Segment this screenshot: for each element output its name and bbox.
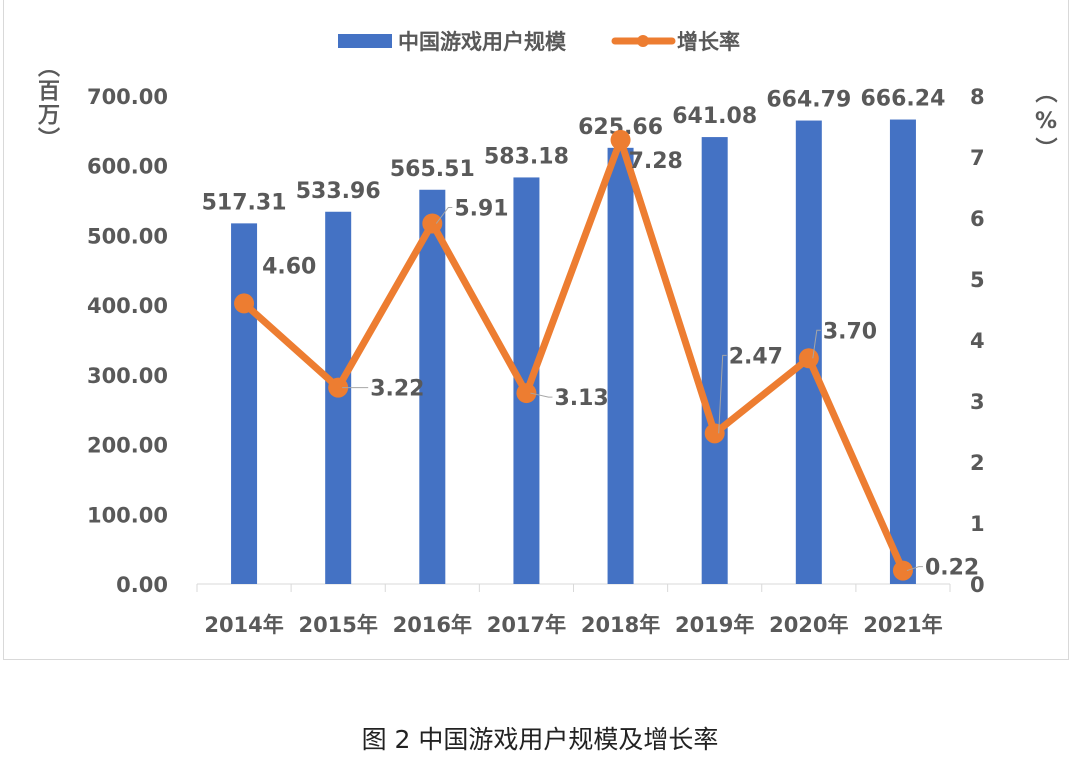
- growth-rate-point: [234, 293, 255, 314]
- right-axis-tick-label: 1: [970, 512, 985, 536]
- data-label-leader-line: [530, 392, 553, 398]
- left-axis-tick-label: 300.00: [87, 364, 168, 388]
- right-axis-title-char: ）: [1032, 137, 1057, 159]
- data-label-leader-line: [435, 206, 453, 224]
- bar-data-label: 565.51: [390, 157, 475, 182]
- bar: [701, 137, 728, 584]
- legend-line-marker: [637, 35, 649, 47]
- left-axis-tick-label: 500.00: [87, 224, 168, 248]
- line-data-label: 4.60: [262, 254, 316, 279]
- line-data-label: 3.70: [823, 319, 877, 344]
- growth-rate-point: [892, 560, 913, 581]
- x-axis-tick-label: 2018年: [581, 613, 660, 637]
- right-axis-title-char: %: [1035, 109, 1057, 134]
- bar-data-label: 517.31: [202, 190, 287, 215]
- left-axis-tick-label: 700.00: [87, 85, 168, 109]
- bar: [325, 211, 352, 584]
- right-axis-tick-label: 8: [970, 85, 985, 109]
- data-label-leader-line: [718, 354, 727, 434]
- growth-rate-point: [422, 213, 443, 234]
- right-axis-title-char: （: [1032, 81, 1057, 103]
- line-data-label: 3.13: [554, 386, 608, 411]
- bar-data-label: 664.79: [766, 88, 851, 113]
- growth-rate-point: [610, 129, 631, 150]
- data-label-leader-line: [812, 329, 821, 359]
- left-axis-tick-label: 600.00: [87, 155, 168, 179]
- bar-data-label: 641.08: [672, 104, 757, 129]
- line-data-label: 3.22: [370, 377, 424, 402]
- right-axis-tick-label: 2: [970, 451, 985, 475]
- bar: [419, 189, 446, 585]
- right-axis-tick-label: 6: [970, 207, 985, 231]
- right-axis-tick-label: 4: [970, 329, 985, 353]
- bar-data-label: 666.24: [860, 87, 945, 112]
- right-axis-tick-label: 3: [970, 390, 985, 414]
- line-data-label: 5.91: [454, 196, 508, 221]
- left-axis-tick-label: 100.00: [87, 503, 168, 527]
- left-axis-tick-label: 400.00: [87, 294, 168, 318]
- right-axis-tick-label: 0: [970, 573, 985, 597]
- bar-data-label: 533.96: [296, 179, 381, 204]
- bar-data-label: 583.18: [484, 144, 569, 169]
- left-axis-tick-label: 0.00: [116, 573, 168, 597]
- left-axis-title: （百万）: [34, 55, 59, 151]
- growth-rate-point: [516, 383, 537, 404]
- right-axis-tick-label: 5: [970, 268, 985, 292]
- bar: [231, 223, 258, 584]
- bar: [889, 119, 916, 584]
- x-axis-tick-label: 2016年: [393, 613, 472, 637]
- line-data-label: 0.22: [925, 556, 979, 581]
- growth-rate-point: [798, 348, 819, 369]
- x-axis-tick-label: 2015年: [298, 613, 377, 637]
- x-axis-tick-label: 2021年: [863, 613, 942, 637]
- x-axis-tick-label: 2014年: [204, 613, 283, 637]
- bar: [607, 147, 634, 584]
- growth-rate-point: [328, 377, 349, 398]
- growth-rate-line: [241, 136, 907, 572]
- x-axis-tick-label: 2019年: [675, 613, 754, 637]
- combo-chart: 0.00 100.00 200.00 300.00 400.00 500.00 600.00…: [87, 30, 1057, 637]
- growth-rate-point: [704, 423, 725, 444]
- line-data-label: 2.47: [729, 344, 783, 369]
- right-axis-tick-label: 7: [970, 146, 985, 170]
- chart-frame: [3, 0, 1069, 660]
- left-axis-tick-label: 200.00: [87, 434, 168, 458]
- x-axis-tick-label: 2020年: [769, 613, 848, 637]
- x-axis-tick-label: 2017年: [487, 613, 566, 637]
- line-data-label: 7.28: [629, 149, 683, 174]
- legend-bar-label: 中国游戏用户规模: [398, 30, 567, 54]
- legend-line-label: 增长率: [677, 30, 740, 54]
- data-label-leader-line: [906, 566, 923, 572]
- legend-bar-swatch: [338, 34, 392, 48]
- figure-caption: 图 2 中国游戏用户规模及增长率: [361, 725, 719, 754]
